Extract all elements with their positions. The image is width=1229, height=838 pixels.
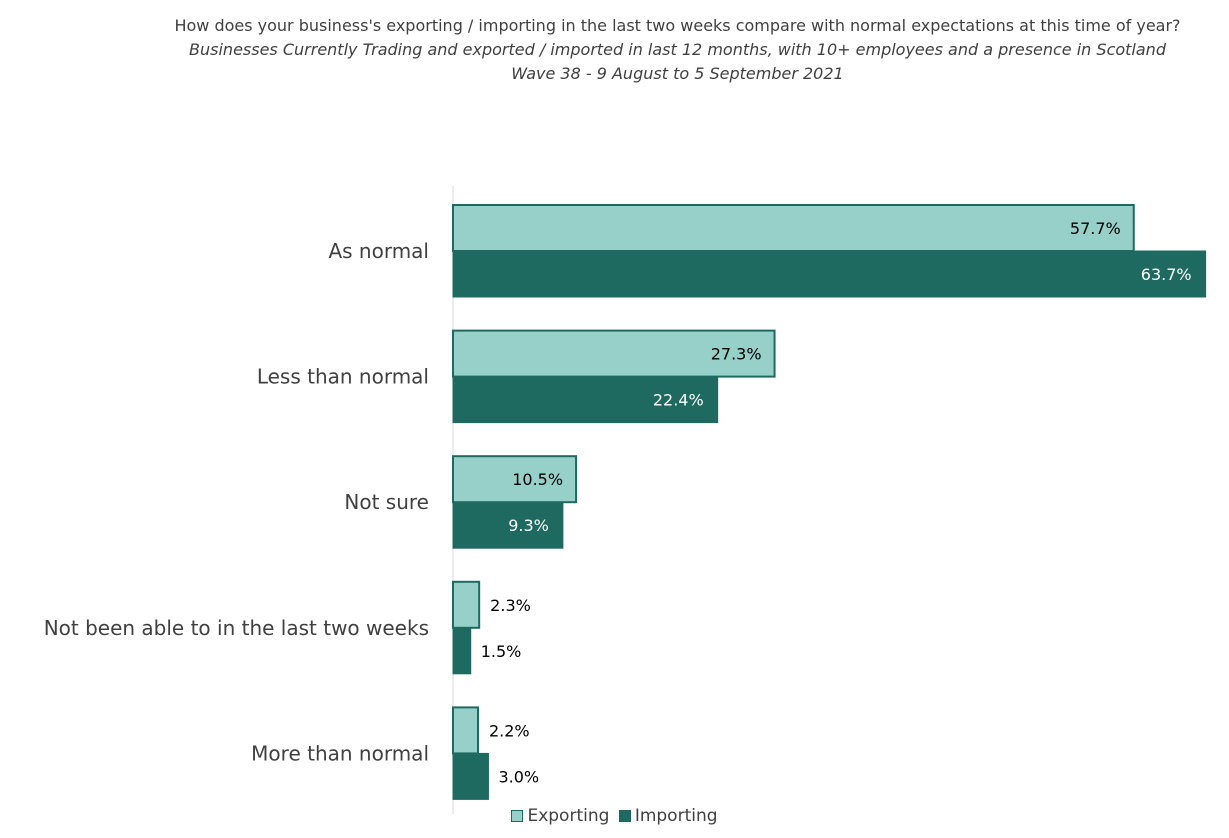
category-label-more-than-normal: More than normal [251,741,429,765]
legend-item-importing: Importing [618,806,718,826]
data-label-exporting-not-been-able-to-in-the-last-two-weeks: 2.3% [490,596,531,615]
category-label-as-normal: As normal [328,239,429,263]
data-label-exporting-as-normal: 57.7% [1070,219,1121,238]
bar-exporting-as-normal [452,204,1135,252]
bar-importing-not-sure [452,501,564,549]
bar-exporting-more-than-normal [452,706,479,755]
chart-title: How does your business's exporting / imp… [174,16,1181,35]
bar-importing-more-than-normal [452,752,489,800]
chart-wave: Wave 38 - 9 August to 5 September 2021 [511,64,844,83]
data-label-exporting-not-sure: 10.5% [512,470,563,489]
bar-importing-as-normal [452,250,1207,298]
legend-swatch-importing [618,810,631,822]
data-label-importing-as-normal: 63.7% [1141,265,1192,284]
bar-importing-not-been-able-to-in-the-last-two-weeks [452,627,472,675]
bar-exporting-not-sure [452,455,578,504]
legend-item-exporting: Exporting [511,806,609,826]
data-label-importing-less-than-normal: 22.4% [653,391,704,410]
data-label-exporting-more-than-normal: 2.2% [489,721,530,740]
data-label-importing-not-sure: 9.3% [508,516,549,535]
category-label-not-been-able-to-in-the-last-two-weeks: Not been able to in the last two weeks [44,616,429,640]
bar-exporting-not-been-able-to-in-the-last-two-weeks [452,580,481,629]
chart-legend: Exporting Importing [0,806,1229,827]
category-label-not-sure: Not sure [344,490,429,514]
legend-swatch-exporting [511,810,524,822]
bar-importing-less-than-normal [452,376,719,424]
data-label-exporting-less-than-normal: 27.3% [711,345,762,364]
category-label-less-than-normal: Less than normal [257,365,429,389]
data-label-importing-more-than-normal: 3.0% [498,767,539,786]
chart-subtitle: Businesses Currently Trading and exporte… [189,40,1166,59]
data-label-importing-not-been-able-to-in-the-last-two-weeks: 1.5% [481,642,522,661]
chart-title-block: How does your business's exporting / imp… [140,14,1215,86]
legend-label-exporting: Exporting [527,806,610,826]
legend-label-importing: Importing [634,806,718,826]
